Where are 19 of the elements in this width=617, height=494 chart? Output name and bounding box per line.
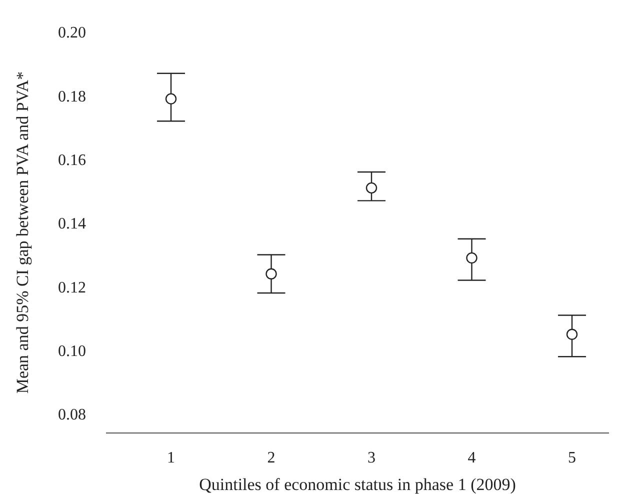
point	[466, 252, 478, 264]
point	[165, 93, 177, 104]
y-tick-label: 0.12	[58, 279, 86, 296]
point	[366, 182, 378, 194]
y-tick-label: 0.18	[58, 88, 86, 106]
x-tick-label: 5	[568, 449, 576, 466]
x-tick-label: 1	[167, 449, 175, 466]
x-tick-label: 3	[368, 449, 376, 466]
y-tick-label: 0.14	[58, 216, 86, 233]
x-tick-label: 4	[468, 449, 476, 466]
y-tick-label: 0.16	[58, 152, 86, 169]
x-axis-title: Quintiles of economic status in phase 1 (2009)	[199, 475, 516, 494]
y-tick-label: 0.20	[58, 24, 86, 42]
y-tick-label: 0.10	[58, 342, 86, 360]
y-tick-label: 0.08	[58, 406, 86, 424]
point	[566, 328, 578, 340]
point	[266, 268, 277, 280]
y-axis-title: Mean and 95% CI gap between PVA and PVA*	[13, 71, 32, 394]
x-tick-label: 2	[267, 449, 276, 466]
